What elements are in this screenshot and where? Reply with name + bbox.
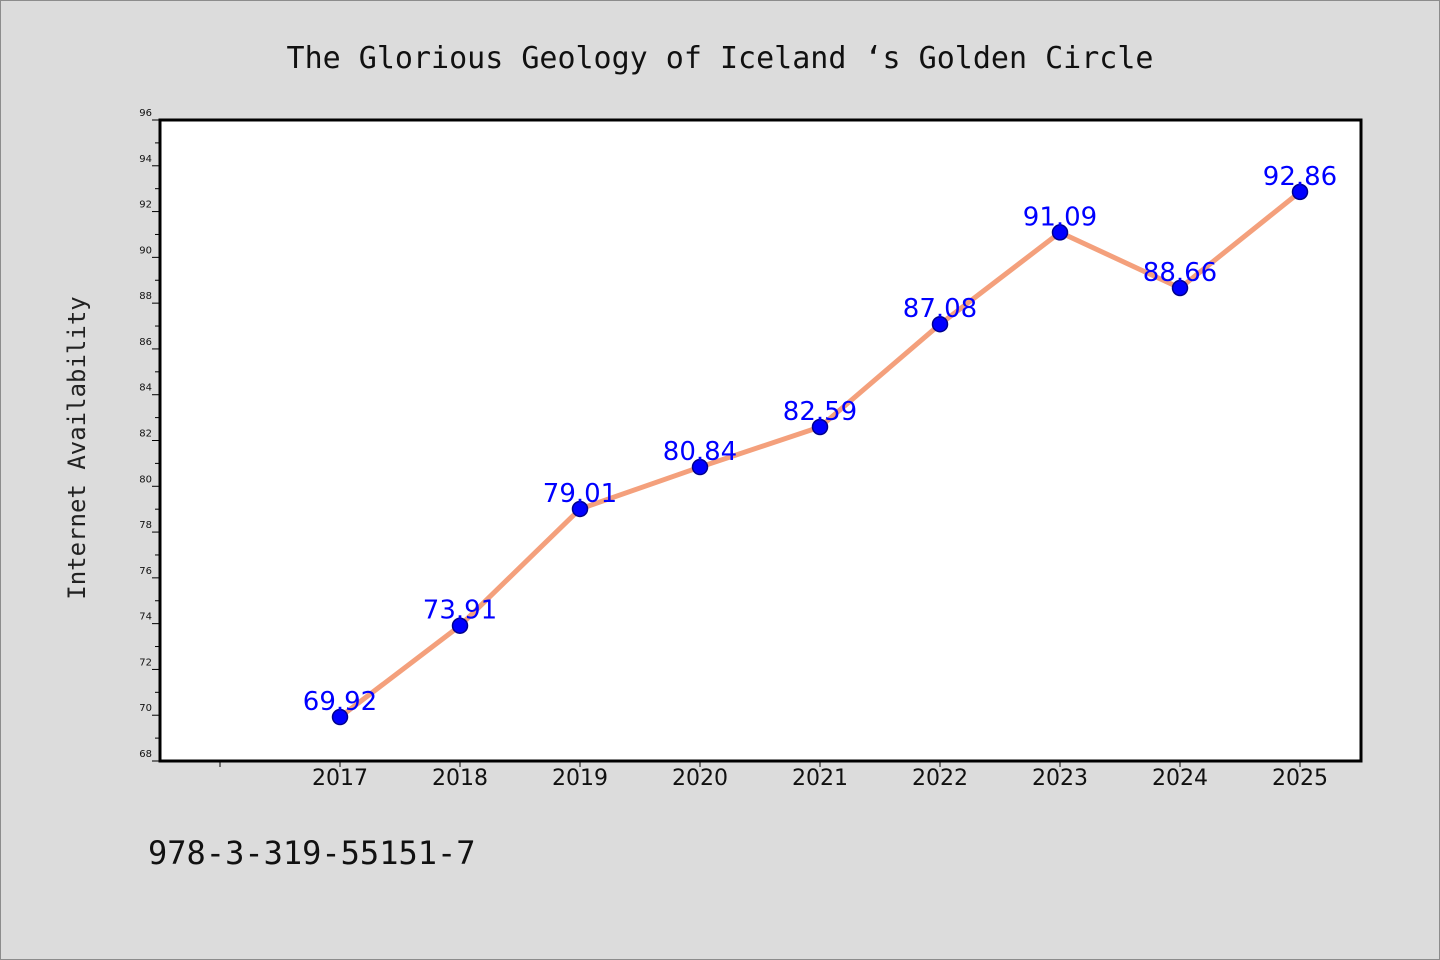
data-label: 69.92 [303,687,377,717]
data-label: 73.91 [423,596,497,626]
chart-title: The Glorious Geology of Iceland ‘s Golde… [287,41,1154,76]
data-point [811,418,829,436]
data-labels: 69.92 73.91 79.01 80.84 82.59 87.08 91.09 88.66… [303,162,1337,717]
data-point [1051,224,1069,241]
data-point [331,708,349,726]
y-tick-label: 96 [139,108,152,119]
y-tick-label: 74 [139,612,152,623]
y-tick-label: 86 [139,337,152,348]
data-label: 87.08 [903,294,977,324]
y-tick-label: 68 [139,749,152,760]
y-axis-label: Internet Availability [63,296,91,599]
x-axis: 2017 2018 2019 2020 2021 2022 2023 2024 2025 [219,761,1328,791]
y-tick-label: 72 [139,657,152,668]
data-label: 82.59 [783,397,857,427]
y-tick-label: 94 [139,154,152,165]
data-label: 91.09 [1023,202,1097,232]
x-tick-label: 2021 [792,766,848,791]
data-label: 88.66 [1143,258,1217,288]
x-tick-label: 2024 [1152,766,1208,791]
y-tick-label: 88 [139,291,152,302]
data-markers [331,183,1309,726]
x-tick-label: 2020 [672,766,728,791]
x-tick-label: 2023 [1032,766,1088,791]
isbn-footer: 978-3-319-55151-7 [148,834,476,872]
x-tick-label: 2018 [432,766,488,791]
data-point [691,458,709,476]
y-tick-label: 80 [139,474,152,485]
y-tick-label: 82 [139,429,152,440]
x-tick-label: 2022 [912,766,968,791]
data-label: 80.84 [663,437,737,467]
y-tick-label: 90 [139,245,152,256]
data-label: 79.01 [543,479,617,509]
y-tick-label: 92 [139,200,152,211]
x-tick-label: 2017 [312,766,368,791]
data-point [451,617,469,634]
y-tick-label: 70 [139,703,152,714]
x-tick-label: 2025 [1272,766,1328,791]
y-tick-label: 84 [139,383,152,394]
data-point [931,315,949,333]
x-tick-label: 2019 [552,766,608,791]
data-label: 92.86 [1263,162,1337,192]
y-tick-label: 76 [139,566,152,577]
y-axis: 68 70 72 74 76 78 80 82 84 86 88 90 92 94 96 [139,108,160,762]
data-point [1291,183,1309,201]
data-point [571,500,589,518]
data-point [1171,279,1189,297]
plot-area [158,118,1363,763]
y-tick-label: 78 [139,520,152,531]
